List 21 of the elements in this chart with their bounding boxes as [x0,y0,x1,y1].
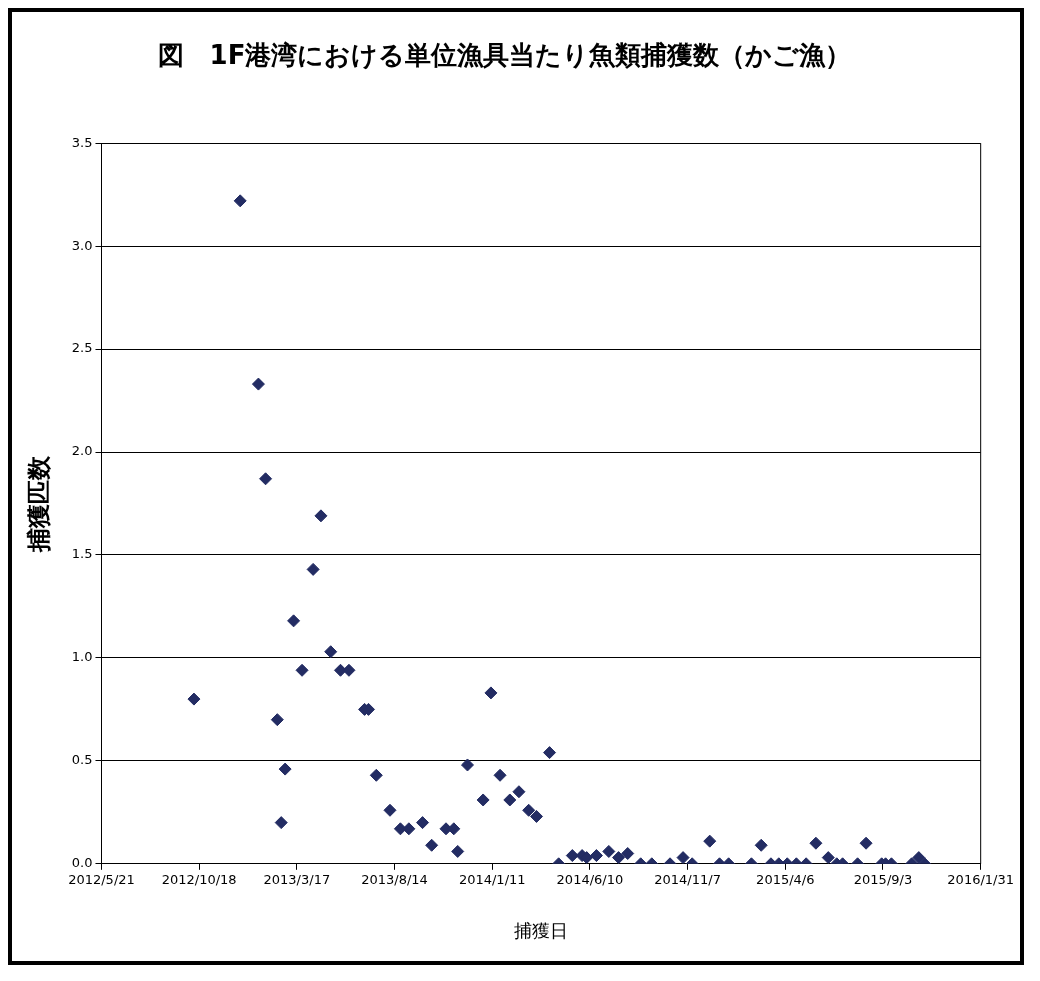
x-axis-title: 捕獲日 [514,919,569,941]
y-tick-label: 2.5 [71,340,93,356]
y-tick-label: 0.0 [71,855,93,871]
y-tick-label: 0.5 [71,752,93,768]
y-tick-label: 2.0 [71,443,93,459]
y-tick-label: 3.0 [71,237,93,253]
y-tick-label: 1.0 [71,649,93,665]
x-tick-label: 2016/1/31 [947,871,1015,887]
x-tick-label: 2014/6/10 [556,871,624,887]
x-tick-label: 2012/5/21 [68,871,135,887]
chart-title: 図 1F港湾における単位漁具当たり魚類捕獲数（かご漁） [157,40,852,71]
y-axis-title: 捕獲匹数 [24,454,53,553]
x-tick-label: 2012/10/18 [161,871,237,887]
x-tick-label: 2015/9/3 [853,871,913,887]
x-tick-label: 2015/4/6 [756,871,815,887]
x-tick-label: 2013/8/14 [361,871,428,887]
x-tick-label: 2014/1/11 [458,871,526,887]
y-tick-label: 1.5 [71,546,93,562]
y-tick-label: 3.5 [71,134,93,150]
x-tick-label: 2014/11/7 [654,871,721,887]
x-tick-label: 2013/3/17 [263,871,331,887]
